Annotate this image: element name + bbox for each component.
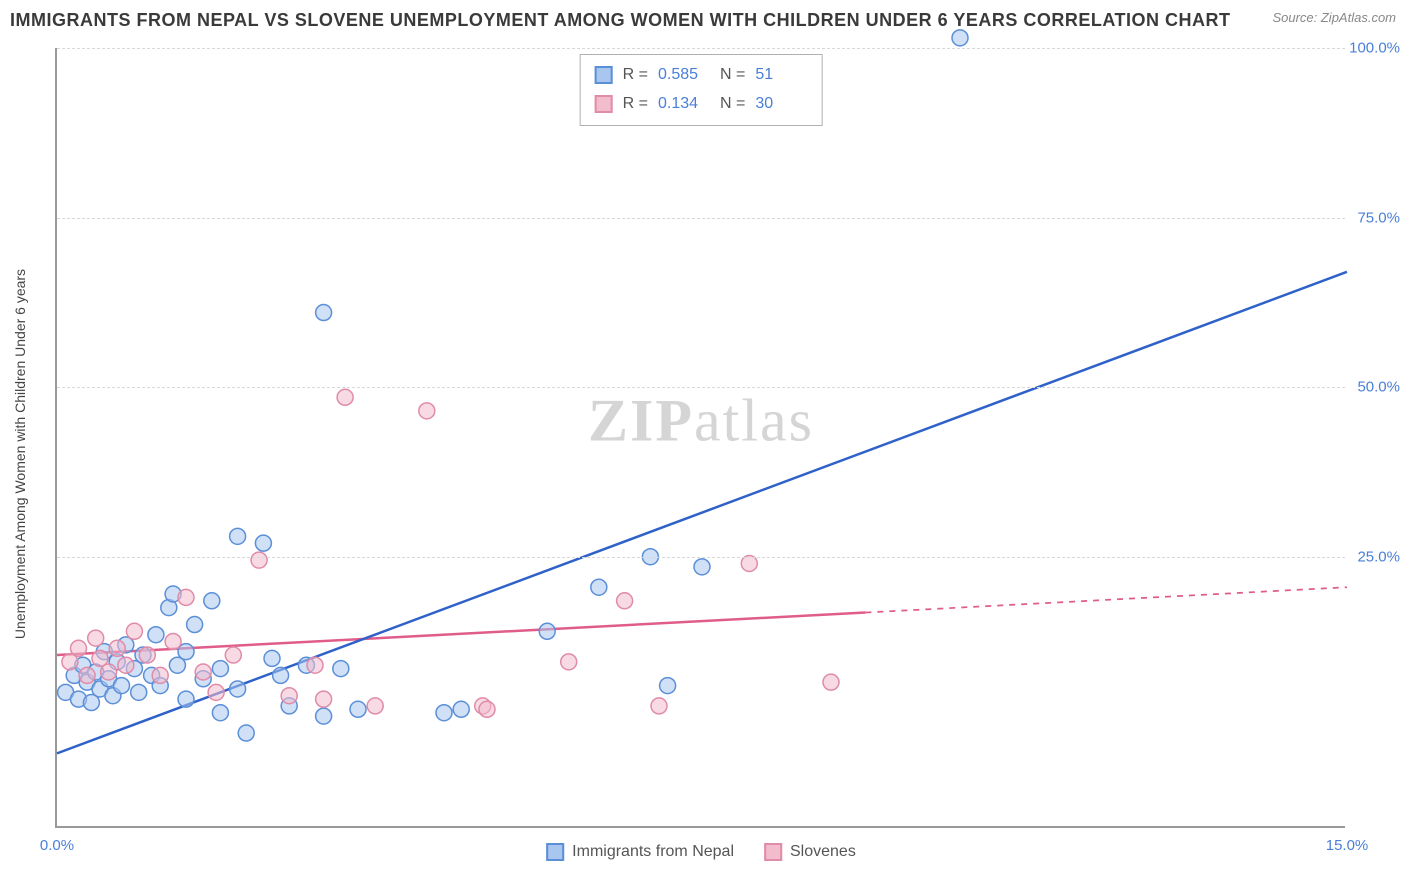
data-point	[212, 661, 228, 677]
data-point	[88, 630, 104, 646]
data-point	[333, 661, 349, 677]
n-value-slovene: 30	[755, 90, 807, 119]
data-point	[436, 705, 452, 721]
data-point	[660, 678, 676, 694]
chart-title: IMMIGRANTS FROM NEPAL VS SLOVENE UNEMPLO…	[10, 10, 1231, 31]
data-point	[152, 667, 168, 683]
data-point	[225, 647, 241, 663]
r-prefix: R =	[623, 61, 648, 90]
legend-item-slovene: Slovenes	[764, 843, 856, 861]
data-point	[148, 627, 164, 643]
data-point	[453, 701, 469, 717]
n-prefix: N =	[720, 90, 745, 119]
legend-series: Immigrants from Nepal Slovenes	[546, 843, 856, 861]
r-value-nepal: 0.585	[658, 61, 710, 90]
data-point	[264, 650, 280, 666]
chart-svg	[57, 48, 1345, 826]
data-point	[109, 640, 125, 656]
data-point	[591, 579, 607, 595]
data-point	[823, 674, 839, 690]
n-prefix: N =	[720, 61, 745, 90]
data-point	[238, 725, 254, 741]
data-point	[479, 701, 495, 717]
data-point	[195, 664, 211, 680]
data-point	[307, 657, 323, 673]
swatch-slovene	[595, 95, 613, 113]
ytick-label: 100.0%	[1349, 40, 1400, 57]
ytick-label: 75.0%	[1357, 209, 1400, 226]
data-point	[316, 708, 332, 724]
xtick-label: 15.0%	[1326, 837, 1369, 854]
gridline	[57, 557, 1345, 558]
xtick-label: 0.0%	[40, 837, 74, 854]
data-point	[952, 30, 968, 46]
data-point	[230, 681, 246, 697]
regression-line	[57, 272, 1347, 754]
data-point	[316, 691, 332, 707]
data-point	[101, 664, 117, 680]
data-point	[204, 593, 220, 609]
r-prefix: R =	[623, 90, 648, 119]
data-point	[79, 667, 95, 683]
data-point	[281, 688, 297, 704]
data-point	[337, 389, 353, 405]
legend-row-nepal: R = 0.585 N = 51	[595, 61, 808, 90]
data-point	[741, 555, 757, 571]
data-point	[118, 657, 134, 673]
series-name-slovene: Slovenes	[790, 843, 856, 861]
swatch-slovene-bottom	[764, 843, 782, 861]
legend-row-slovene: R = 0.134 N = 30	[595, 90, 808, 119]
data-point	[539, 623, 555, 639]
data-point	[165, 633, 181, 649]
data-point	[561, 654, 577, 670]
data-point	[208, 684, 224, 700]
data-point	[251, 552, 267, 568]
swatch-nepal	[595, 66, 613, 84]
data-point	[114, 678, 130, 694]
data-point	[694, 559, 710, 575]
gridline	[57, 218, 1345, 219]
source-label: Source: ZipAtlas.com	[1272, 10, 1396, 25]
data-point	[178, 691, 194, 707]
data-point	[350, 701, 366, 717]
plot-area: ZIPatlas R = 0.585 N = 51 R = 0.134 N = …	[55, 48, 1345, 828]
n-value-nepal: 51	[755, 61, 807, 90]
ytick-label: 25.0%	[1357, 548, 1400, 565]
gridline	[57, 387, 1345, 388]
data-point	[126, 623, 142, 639]
swatch-nepal-bottom	[546, 843, 564, 861]
data-point	[230, 528, 246, 544]
legend-item-nepal: Immigrants from Nepal	[546, 843, 734, 861]
ytick-label: 50.0%	[1357, 379, 1400, 396]
data-point	[212, 705, 228, 721]
r-value-slovene: 0.134	[658, 90, 710, 119]
data-point	[255, 535, 271, 551]
data-point	[651, 698, 667, 714]
data-point	[131, 684, 147, 700]
regression-line-dashed	[865, 587, 1347, 612]
data-point	[187, 617, 203, 633]
data-point	[71, 640, 87, 656]
series-name-nepal: Immigrants from Nepal	[572, 843, 734, 861]
data-point	[316, 305, 332, 321]
data-point	[419, 403, 435, 419]
y-axis-label: Unemployment Among Women with Children U…	[12, 269, 28, 639]
data-point	[178, 589, 194, 605]
data-point	[617, 593, 633, 609]
data-point	[139, 647, 155, 663]
data-point	[273, 667, 289, 683]
gridline	[57, 48, 1345, 49]
data-point	[367, 698, 383, 714]
legend-stats: R = 0.585 N = 51 R = 0.134 N = 30	[580, 54, 823, 126]
